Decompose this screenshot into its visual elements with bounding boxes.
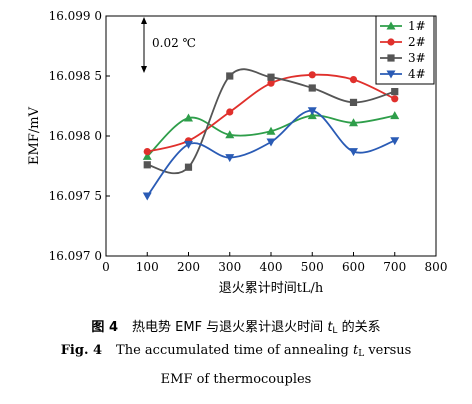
annotation-arrowhead-up [141,17,147,24]
x-tick-label: 400 [260,260,283,274]
caption-cn-sub: L [332,326,338,336]
legend-marker [386,21,396,30]
data-point [391,88,399,96]
caption-cn-text: 热电势 EMF 与退火累计退火时间 [132,320,328,335]
x-tick-label: 300 [218,260,241,274]
series-3 [143,68,399,175]
data-point [143,148,151,156]
y-axis-title: EMF/mV [27,106,42,165]
data-point [267,79,275,87]
data-point [307,107,317,116]
caption-en-label: Fig. 4 [60,343,103,358]
x-tick-label: 100 [136,260,159,274]
data-point [225,130,235,139]
caption-cn-var: t [327,320,333,335]
y-tick-label: 16.098 5 [49,69,102,83]
data-point [308,84,316,92]
data-point [143,161,151,169]
caption-cn-label: 图 4 [91,320,118,335]
y-tick-label: 16.098 0 [49,129,102,143]
legend-label: 1# [408,19,426,33]
annotation-arrowhead-down [141,66,147,73]
x-tick-label: 500 [301,260,324,274]
caption-english-line2: EMF of thermocouples [160,372,312,387]
data-point [390,137,400,146]
series-1 [142,111,400,160]
tick-labels: 0 100 200 300 400 500 600 700 800 16.097 0 16.097 … [49,9,448,274]
caption-en-var: t [352,343,359,358]
legend-label: 4# [408,67,426,81]
caption-english-line1: Fig. 4 The accumulated time of annealing … [0,343,472,359]
data-point [226,72,234,80]
annotation-label: 0.02 ℃ [152,36,196,50]
x-tick-label: 800 [425,260,448,274]
x-tick-label: 600 [342,260,365,274]
data-point [267,73,275,81]
data-point [226,108,234,116]
data-point [390,111,400,120]
data-point [349,148,358,157]
data-point [349,98,358,106]
data-point [266,126,276,135]
legend-item-4: 4# [380,67,426,81]
temperature-annotation: 0.02 ℃ [141,17,196,73]
y-tick-label: 16.097 0 [49,249,102,263]
legend-label: 2# [408,35,426,49]
data-point [225,154,235,163]
legend-item-1: 1# [380,19,426,33]
series-lines [142,68,400,201]
axis-titles: 退火累计时间tL/h EMF/mV [27,106,324,296]
tick-marks [105,15,437,257]
data-point [308,71,316,79]
y-tick-label: 16.099 0 [49,9,102,23]
x-tick-label: 200 [177,260,200,274]
caption-en-text: The accumulated time of annealing [116,343,353,358]
series-line [146,114,395,158]
legend-marker [387,38,395,46]
data-point [142,151,152,160]
data-point [184,113,193,122]
data-point [349,76,358,84]
series-4 [142,107,400,201]
data-point [349,118,358,127]
legend-item-2: 2# [380,35,426,49]
caption-en-sub: L [358,349,365,359]
legend-marker [386,70,396,79]
legend-marker [387,54,395,62]
legend-label: 3# [408,51,426,65]
legend-item-3: 3# [380,51,426,65]
legend: 1# 2# 3# 4# [375,15,435,85]
data-point [391,95,399,103]
y-tick-label: 16.097 5 [49,189,102,203]
x-tick-label: 700 [383,260,406,274]
data-point [184,140,193,149]
emf-line-chart: 0 100 200 300 400 500 600 700 800 16.097 0 16.097 … [27,9,448,296]
x-tick-label: 0 [102,260,110,274]
caption-chinese: 图 4 热电势 EMF 与退火累计退火时间 tL 的关系 [0,316,472,336]
caption-cn-text-after: 的关系 [337,320,381,335]
data-point [184,163,193,171]
data-point [142,192,152,201]
caption-en-text-after: versus [364,343,412,358]
legend-box [375,15,435,85]
x-axis-title: 退火累计时间tL/h [219,281,324,296]
data-point [266,138,276,147]
